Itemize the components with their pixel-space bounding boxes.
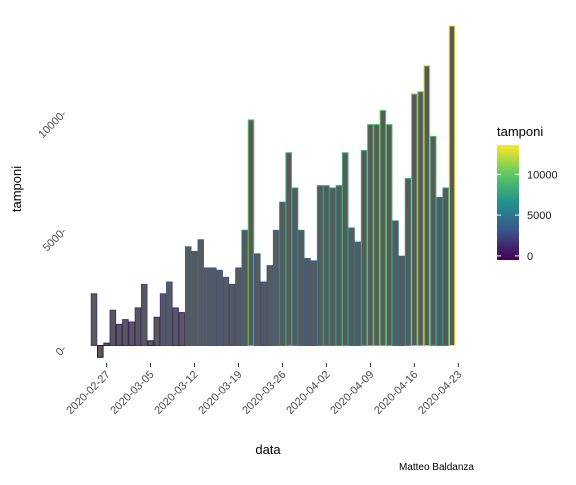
y-tick-label: 10000- (36, 108, 69, 141)
bar (267, 266, 273, 346)
bar (261, 282, 267, 345)
bar (418, 92, 424, 346)
x-tick-label: 2020-02-27 (64, 369, 112, 417)
bar (443, 188, 449, 345)
bar (110, 310, 116, 345)
bar (229, 284, 235, 345)
bar (173, 308, 179, 346)
bar (148, 341, 154, 346)
bar (393, 221, 399, 346)
bar (204, 268, 210, 346)
bar (305, 259, 311, 346)
bar (255, 254, 261, 346)
bar (380, 111, 386, 346)
bar (280, 202, 286, 345)
bar (430, 136, 436, 345)
bar (167, 282, 173, 345)
bar (412, 94, 418, 345)
bar (91, 294, 97, 346)
x-tick-label: 2020-03-05 (108, 369, 156, 417)
legend-title: tamponi (497, 124, 543, 139)
bar (368, 125, 374, 346)
bar (286, 153, 292, 346)
bar (198, 240, 204, 346)
y-tick-label: 5000- (41, 225, 70, 254)
bar (399, 256, 405, 345)
bar (273, 230, 279, 345)
bar (311, 261, 317, 346)
bar (211, 268, 217, 346)
bar (437, 197, 443, 345)
x-tick-label: 2020-04-23 (416, 369, 464, 417)
bar (317, 186, 323, 346)
bar (349, 228, 355, 346)
bar (236, 268, 242, 346)
bar (361, 150, 367, 345)
y-axis-title: tamponi (9, 166, 24, 212)
x-tick-label: 2020-04-09 (328, 369, 376, 417)
bars-layer (91, 26, 455, 357)
bar (330, 188, 336, 345)
legend-label: 5000 (527, 210, 551, 222)
x-tick-label: 2020-03-19 (196, 369, 244, 417)
bar (374, 125, 380, 346)
x-tick-label: 2020-03-12 (152, 369, 200, 417)
bar (179, 313, 185, 346)
bar (449, 26, 455, 346)
bar (129, 322, 135, 346)
bar (386, 125, 392, 346)
caption: Matteo Baldanza (399, 462, 474, 473)
x-axis-title: data (255, 442, 281, 457)
bar (248, 120, 254, 346)
bar (104, 343, 110, 345)
x-tick-label: 2020-04-02 (284, 369, 332, 417)
bar (405, 179, 411, 346)
legend-colorbar (497, 145, 519, 260)
bar (324, 186, 330, 346)
x-axis: 2020-02-272020-03-052020-03-122020-03-19… (64, 363, 464, 417)
bar (223, 277, 229, 345)
y-axis: 0- 5000- 10000- (36, 108, 69, 359)
bar (160, 294, 166, 346)
y-tick-label: 0- (54, 343, 70, 359)
bar (336, 186, 342, 346)
bar (424, 66, 430, 346)
legend: tamponi 0 5000 10000 (497, 124, 558, 263)
bar (242, 230, 248, 345)
bar (98, 346, 104, 358)
legend-label: 10000 (527, 169, 558, 181)
bar (292, 188, 298, 345)
bar (141, 284, 147, 345)
bar (116, 324, 122, 345)
bar (135, 308, 141, 346)
bar (192, 252, 198, 346)
bar (123, 320, 129, 346)
bar (355, 242, 361, 345)
bar (185, 247, 191, 346)
bar (342, 153, 348, 346)
legend-label: 0 (527, 251, 533, 263)
bar (217, 270, 223, 345)
x-tick-label: 2020-04-16 (372, 369, 420, 417)
bar (299, 230, 305, 345)
x-tick-label: 2020-03-26 (240, 369, 288, 417)
bar (154, 317, 160, 345)
